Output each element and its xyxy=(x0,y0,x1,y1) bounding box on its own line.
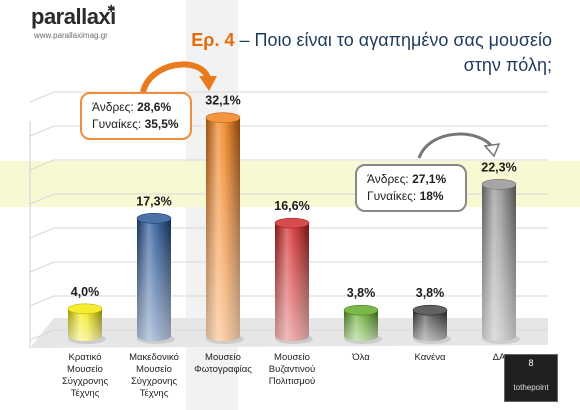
bar-top xyxy=(67,303,103,315)
category-label-line: Μουσείο xyxy=(136,364,172,375)
data-label: 22,3% xyxy=(481,160,516,174)
bar xyxy=(343,304,382,344)
annotation-women-value: 18% xyxy=(419,189,444,203)
gridline xyxy=(29,227,548,239)
bar-top xyxy=(412,304,448,316)
category-label-line: Μουσείο xyxy=(205,352,241,363)
bar-top xyxy=(274,217,310,229)
gridline xyxy=(29,261,548,273)
logo-star-icon: ✱ xyxy=(107,4,116,15)
arrow-gray xyxy=(417,132,495,159)
category-label-line: Πολιτισμού xyxy=(268,376,316,387)
gridline xyxy=(29,159,548,171)
data-label: 17,3% xyxy=(136,194,171,208)
gridlines xyxy=(29,91,548,341)
bar xyxy=(481,179,520,344)
category-label: Κρατικό Μουσείο Σύγχρονης Τέχνης xyxy=(45,352,125,400)
annotation-dk: Άνδρες: 27,1% Γυναίκες: 18% xyxy=(355,164,467,212)
category-label-line: Σύγχρονης xyxy=(61,376,109,387)
category-label: Μουσείο Βυζαντινού Πολιτισμού xyxy=(252,352,332,388)
category-label-line: Τέχνης xyxy=(70,388,100,399)
bar xyxy=(67,303,106,344)
gridline xyxy=(29,329,548,341)
category-label-line: Κρατικό xyxy=(68,352,102,363)
category-label-line: Μουσείο xyxy=(274,352,310,363)
bar-top xyxy=(136,213,172,224)
data-label: 3,8% xyxy=(416,286,445,300)
bar xyxy=(205,112,244,344)
annotation-men-value: 28,6% xyxy=(137,100,172,114)
category-label-line: Σύγχρονης xyxy=(130,376,178,387)
title-line1: Ποιο είναι το αγαπημένο σας μουσείο xyxy=(254,30,552,50)
bars: 4,0% 17,3% 32,1% 16,6% 3,8% 3,8% 22,3% xyxy=(67,94,520,344)
bar xyxy=(274,217,313,344)
brand-badge: 8 tothepoint xyxy=(504,354,558,402)
category-label: ΔΑ xyxy=(459,352,539,364)
category-label-line: Τέχνης xyxy=(139,388,169,399)
category-label-line: Μακεδονικό xyxy=(129,352,179,363)
annotation-women-value: 35,5% xyxy=(144,117,179,131)
gridline xyxy=(29,125,548,137)
category-label: Μακεδονικό Μουσείο Σύγχρονης Τέχνης xyxy=(114,352,194,400)
category-label-line: ΔΑ xyxy=(492,352,506,363)
category-label: Μουσείο Φωτογραφίας xyxy=(183,352,263,376)
bar-top xyxy=(205,112,241,124)
page-number: 8 xyxy=(528,358,534,368)
title-dash: – xyxy=(234,30,255,50)
annotation-museum-photo: Άνδρες: 28,6% Γυναίκες: 35,5% xyxy=(80,92,192,140)
category-label-line: Όλα xyxy=(352,352,370,363)
category-label-line: Βυζαντινού xyxy=(268,364,316,375)
category-label: Κανένα xyxy=(390,352,470,364)
bar-top xyxy=(343,304,379,316)
annotation-men-label: Άνδρες: xyxy=(92,100,138,114)
annotation-women-label: Γυναίκες: xyxy=(92,117,145,131)
data-label: 3,8% xyxy=(347,286,376,300)
annotation-women-label: Γυναίκες: xyxy=(367,189,420,203)
gridline xyxy=(29,295,548,307)
bar xyxy=(136,213,175,344)
bar xyxy=(412,304,451,344)
chart-title: Ερ. 4 – Ποιο είναι το αγαπημένο σας μουσ… xyxy=(191,28,552,78)
annotation-men-value: 27,1% xyxy=(412,172,447,186)
arrow-orange xyxy=(140,61,211,93)
category-label-line: Φωτογραφίας xyxy=(194,364,252,375)
logo-url: www.parallaximag.gr xyxy=(34,31,108,40)
gridline xyxy=(29,91,548,103)
brand-name: tothepoint xyxy=(513,383,549,392)
logo: parallaxi xyxy=(31,4,116,29)
category-label-line: Μουσείο xyxy=(67,364,103,375)
question-number: Ερ. 4 xyxy=(191,30,235,50)
annotation-men-label: Άνδρες: xyxy=(367,172,413,186)
data-label: 32,1% xyxy=(205,94,240,108)
category-label-line: Κανένα xyxy=(414,352,446,363)
data-label: 4,0% xyxy=(71,285,100,299)
bar-top xyxy=(481,179,517,190)
title-line2: στην πόλη; xyxy=(463,55,552,75)
data-label: 16,6% xyxy=(274,199,309,213)
category-label: Όλα xyxy=(321,352,401,364)
